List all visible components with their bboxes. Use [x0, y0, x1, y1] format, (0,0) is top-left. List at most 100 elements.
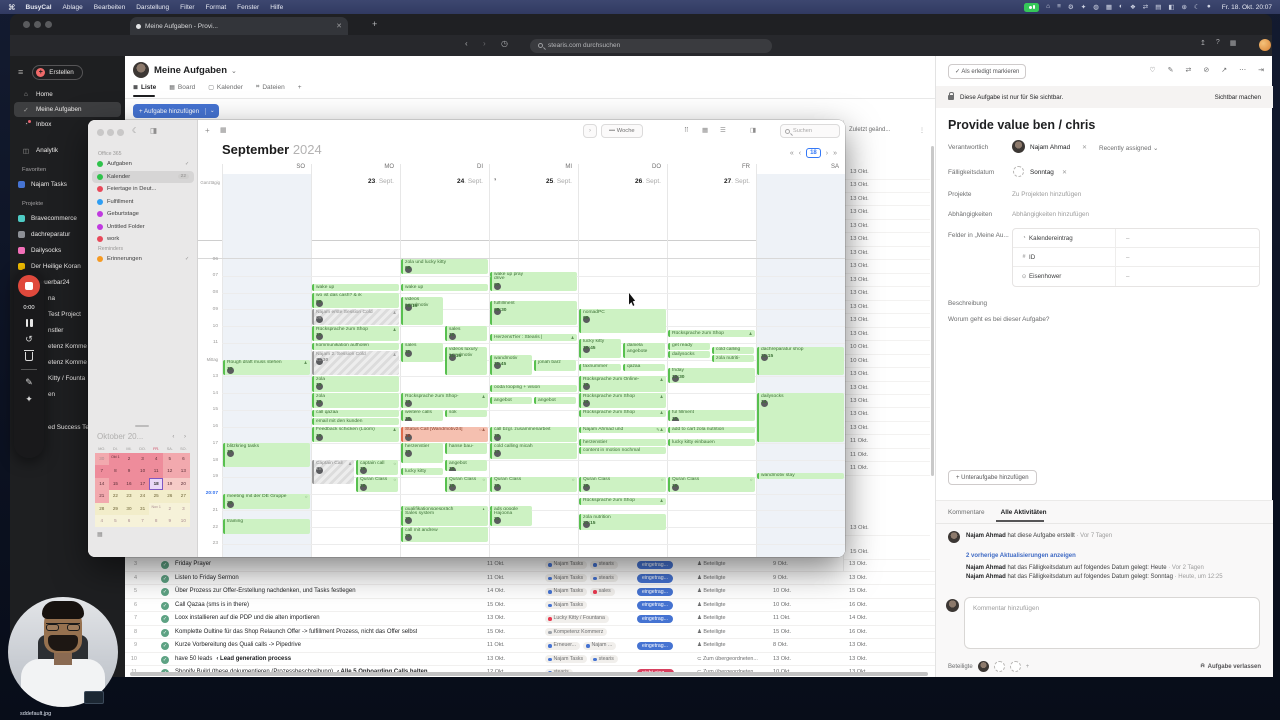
- calendar-event[interactable]: 07 drive: [490, 275, 577, 291]
- mini-calendar-day[interactable]: 18: [149, 477, 163, 491]
- calendar-item-feiertageindeut[interactable]: Feiertage in Deut...: [92, 183, 194, 196]
- mini-calendar-day[interactable]: 12: [162, 465, 177, 478]
- collaborator-avatar[interactable]: [977, 661, 989, 672]
- task-people[interactable]: ♟ Beteiligte: [697, 642, 726, 648]
- menu-filter[interactable]: Filter: [180, 3, 195, 11]
- calendar-event[interactable]: ○ 19 Quran Class: [579, 476, 666, 492]
- calendar-event[interactable]: ♟ 14 Rücksprache zum Shop-: [401, 393, 488, 409]
- calendar-event[interactable]: 09 nomadPC: [579, 309, 666, 333]
- calendar-event[interactable]: 18 angebot: [445, 460, 487, 472]
- calendar-event[interactable]: 21 Hajoona: [490, 510, 532, 526]
- mini-calendar-day[interactable]: 23: [122, 490, 136, 503]
- status-icon-11[interactable]: ⊕: [1181, 4, 1187, 11]
- calendar-event[interactable]: 15 ful fillment: [668, 409, 755, 421]
- add-collaborator-button[interactable]: +: [1025, 663, 1030, 670]
- menu-hilfe[interactable]: Hilfe: [270, 3, 284, 11]
- calendar-event[interactable]: 11:15 videos luxury wandmotiv: [445, 346, 487, 375]
- add-task-button[interactable]: + Aufgabe hinzufügen ⌄: [133, 104, 219, 118]
- task-row[interactable]: 5 ✓ Über Prozess zur Offer-Erstellung nach…: [125, 585, 935, 599]
- calendar-event[interactable]: ♟ 12 Rough draft muss stehen: [223, 359, 310, 375]
- status-icon-9[interactable]: ▤: [1155, 4, 1162, 11]
- mini-calendar-day[interactable]: 6: [122, 514, 136, 528]
- attach-icon[interactable]: ✎: [1167, 67, 1174, 74]
- task-row[interactable]: 3 ✓ Friday Prayer 11 Okt. Najam Tasks stearis…: [125, 558, 935, 572]
- task-due-date[interactable]: 11 Okt.: [487, 574, 505, 581]
- mini-calendar-day[interactable]: 3: [135, 453, 150, 466]
- create-button[interactable]: + Erstellen: [32, 64, 83, 80]
- new-tab-button[interactable]: +: [372, 19, 378, 29]
- sidebar-project-item[interactable]: Der Heilige Koran: [10, 258, 125, 274]
- like-icon[interactable]: ♡: [1149, 67, 1156, 74]
- info-panel-icon[interactable]: ◨: [750, 127, 757, 134]
- status-icon-13[interactable]: ●: [1206, 3, 1211, 10]
- tab-alle-aktivitäten[interactable]: Alle Aktivitäten: [1000, 509, 1047, 516]
- task-parent-link[interactable]: ‹ Alle 5 Onboarding Calls halten: [337, 669, 427, 674]
- mini-calendar-day[interactable]: 27: [176, 490, 191, 503]
- tab-liste[interactable]: ≣ Liste: [133, 84, 156, 91]
- task-complete-icon[interactable]: ✓: [161, 574, 169, 583]
- tag-pill[interactable]: Najam Tasks: [545, 587, 588, 596]
- browser-tab[interactable]: Meine Aufgaben - Provi... ✕: [130, 17, 348, 35]
- window-close-button[interactable]: [97, 129, 104, 136]
- calendar-event[interactable]: angebot: [534, 397, 576, 405]
- sidebar-project-item[interactable]: ed Success Te: [10, 419, 125, 435]
- calendar-event[interactable]: ○ 19 Quran Class: [490, 476, 577, 492]
- mini-calendar-day[interactable]: Okt 1: [108, 453, 123, 466]
- sidebar-project-item[interactable]: dachreparatur: [10, 226, 125, 242]
- task-due-date[interactable]: 15 Okt.: [487, 601, 506, 608]
- nav-today[interactable]: 18: [806, 148, 821, 158]
- due-date-icon[interactable]: [1013, 166, 1024, 177]
- calendar-event[interactable]: 08:15 videos wandmotiv: [401, 296, 443, 325]
- add-subtask-button[interactable]: + Unteraufgabe hinzufügen: [948, 470, 1037, 485]
- column-menu-icon[interactable]: ⋮: [919, 128, 925, 134]
- tag-pill[interactable]: Najam Tasks: [545, 574, 588, 583]
- task-due-date[interactable]: 15 Okt.: [487, 628, 506, 635]
- back-button[interactable]: ‹: [465, 39, 468, 48]
- mini-calendar-day[interactable]: 2: [162, 502, 177, 515]
- task-name[interactable]: Listen to Friday Sermon: [175, 574, 239, 581]
- add-dependencies[interactable]: Abhängigkeiten hinzufügen: [1012, 211, 1090, 218]
- task-people[interactable]: ♟ Beteiligte: [697, 561, 726, 567]
- calendar-event[interactable]: ♟ 16 Feedback schicken (Loom): [312, 426, 399, 442]
- status-icon-5[interactable]: ▦: [1105, 4, 1113, 11]
- task-due-date[interactable]: 13 Okt.: [487, 655, 506, 662]
- mini-calendar-day[interactable]: 4: [149, 453, 163, 466]
- calendar-event[interactable]: ○ 20 meeting mit der DE Gruppe: [223, 493, 310, 509]
- stop-recording-button[interactable]: [18, 275, 40, 297]
- subtasks-icon[interactable]: ⇄: [1185, 67, 1192, 74]
- calendar-event[interactable]: wake up: [401, 284, 488, 291]
- add-to-projects[interactable]: Zu Projekten hinzufügen: [1012, 191, 1082, 198]
- effects-icon[interactable]: ✦: [25, 394, 33, 404]
- calendar-badge-icon[interactable]: ▦: [220, 127, 227, 134]
- month-view-icon[interactable]: ⠿: [684, 127, 689, 134]
- mini-calendar-day[interactable]: 8: [149, 514, 163, 528]
- calendar-event[interactable]: 10:45 lucky kitty: [579, 338, 621, 358]
- task-row[interactable]: 11✓Shopify Build (these dokumentieren (P…: [125, 666, 935, 674]
- horizontal-scrollbar[interactable]: [130, 672, 928, 676]
- calendar-event[interactable]: 11:45 wandmotiv: [490, 355, 532, 375]
- window-zoom-button[interactable]: [45, 21, 52, 28]
- sidebar-toggle-icon[interactable]: ◨: [150, 126, 158, 135]
- delete-recording-icon[interactable]: [24, 350, 34, 361]
- draw-tool-icon[interactable]: ✎: [25, 377, 33, 387]
- tag-pill[interactable]: Erneuer...: [545, 641, 580, 650]
- grid-view-icon[interactable]: ▦: [702, 127, 709, 134]
- calendar-item-kalender[interactable]: Kalender 22: [92, 170, 194, 183]
- task-name[interactable]: Shopify Build (these dokumentieren (Proz…: [175, 666, 428, 674]
- calendar-event[interactable]: 14 dailysocks: [757, 393, 844, 442]
- address-bar[interactable]: stearis.com durchsuchen: [530, 38, 772, 53]
- task-title[interactable]: Provide value ben / chris: [948, 118, 1096, 132]
- calendar-event[interactable]: 17 blitzkrieg tasks: [223, 443, 310, 467]
- calendar-event[interactable]: hanse bau-: [445, 443, 487, 455]
- mini-calendar-day[interactable]: 20: [176, 477, 191, 491]
- mini-calendar-day[interactable]: 30: [122, 502, 136, 515]
- status-icon-3[interactable]: ✦: [1080, 4, 1087, 11]
- custom-field-row[interactable]: ⊙ Eisenhower –: [1013, 267, 1259, 286]
- task-due-date[interactable]: 12 Okt.: [487, 666, 537, 674]
- status-icon-7[interactable]: ❖: [1129, 4, 1136, 11]
- sidebar-project-item[interactable]: Bravecommerce: [10, 210, 125, 226]
- custom-field-row[interactable]: # ID –: [1013, 247, 1259, 267]
- calendar-icon[interactable]: ▦: [97, 532, 103, 538]
- calendar-event[interactable]: 17 herzenstier: [401, 443, 443, 463]
- task-row[interactable]: 10 ✓ have 50 leads ‹ Lead generation proces…: [125, 653, 935, 666]
